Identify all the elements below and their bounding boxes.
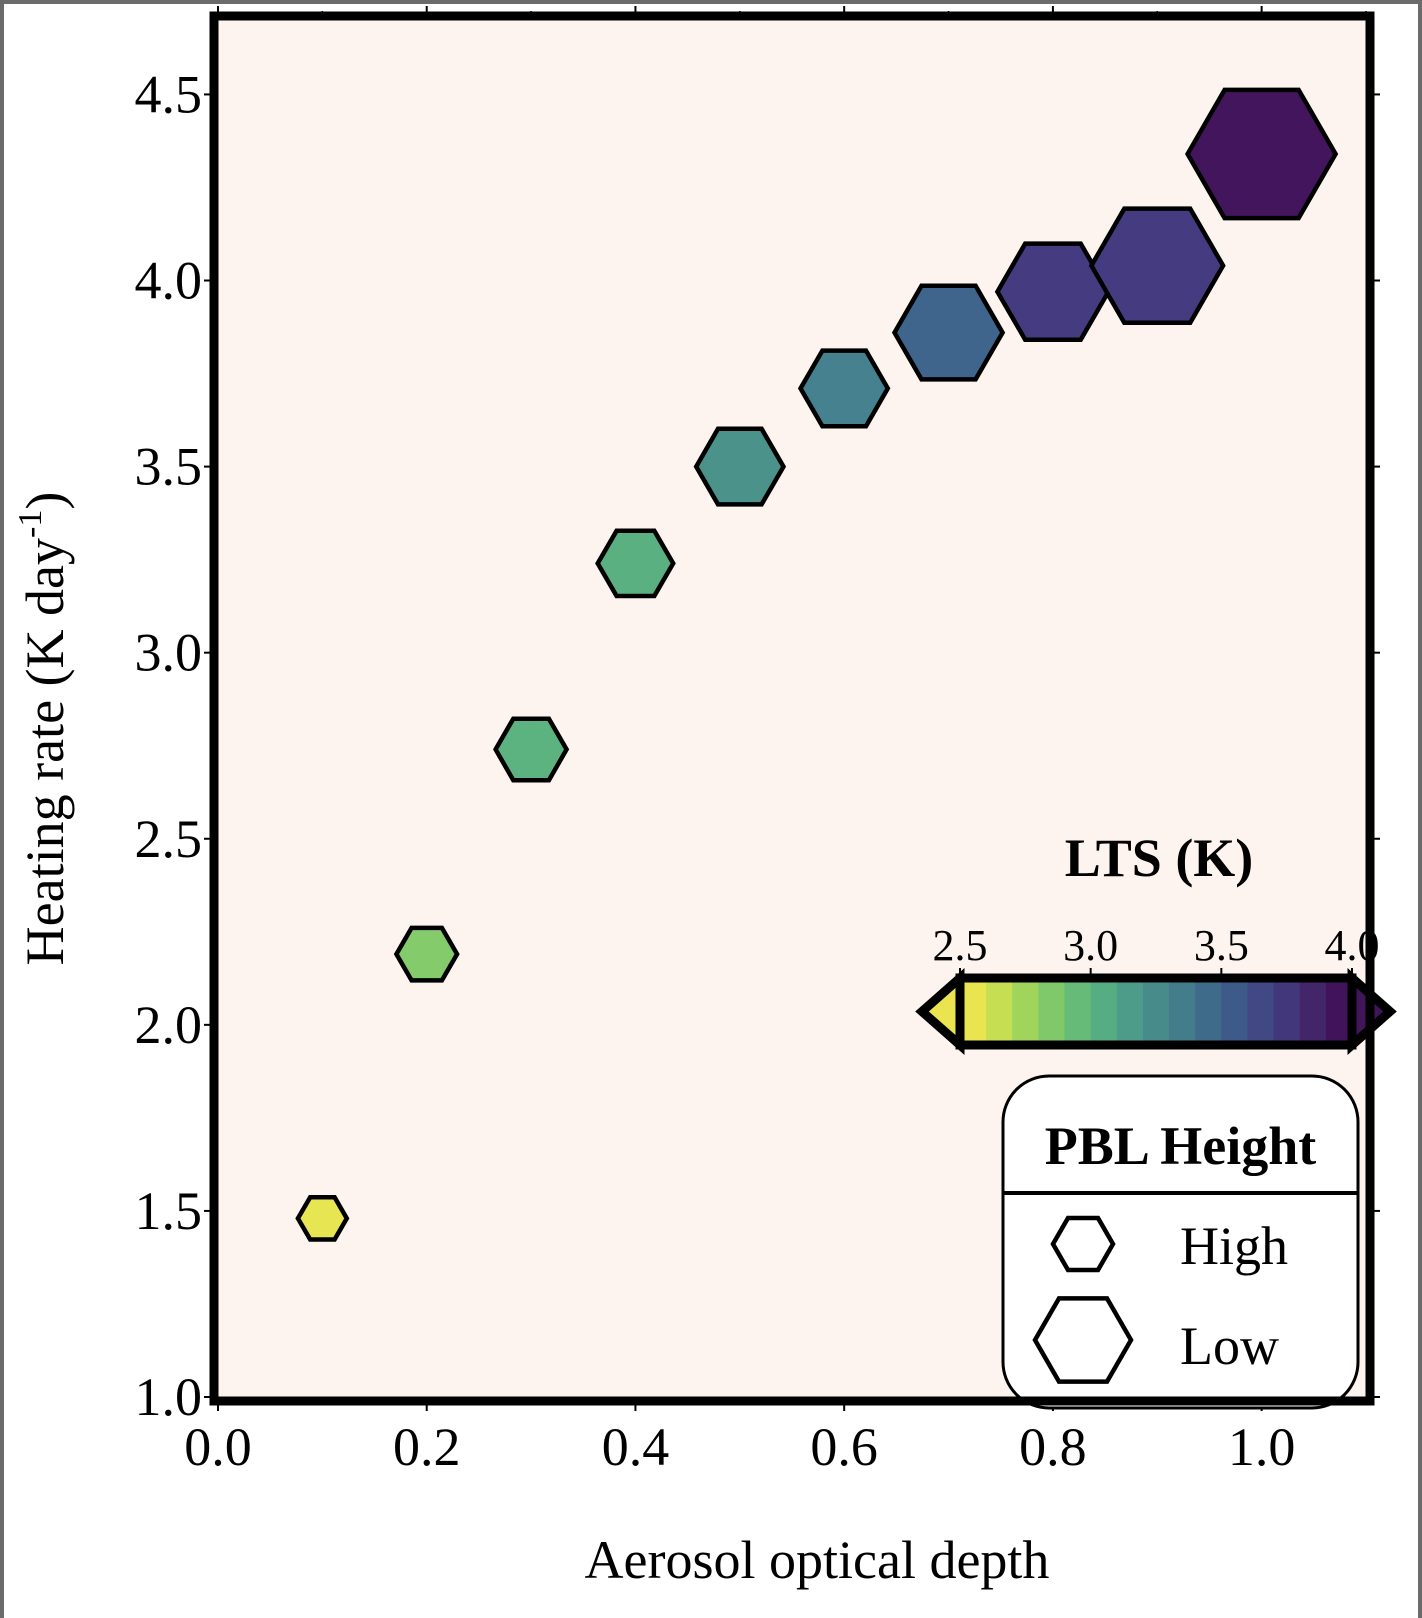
colorbar-swatch-9 — [1195, 978, 1222, 1045]
legend-title: PBL Height — [1045, 1116, 1317, 1176]
window-edge-right — [1418, 0, 1422, 1618]
colorbar-swatch-6 — [1116, 978, 1144, 1045]
window-edge-top — [0, 0, 1422, 4]
y-tick-label: 2.0 — [135, 995, 203, 1055]
x-tick-label: 0.4 — [602, 1417, 670, 1477]
colorbar-tick-label: 2.5 — [933, 921, 988, 970]
data-point-hexagon-8 — [1088, 206, 1226, 325]
y-tick-label: 3.0 — [135, 623, 203, 683]
data-point-hexagon-6 — [891, 283, 1006, 382]
colorbar-swatch-11 — [1247, 978, 1275, 1045]
colorbar-title: LTS (K) — [1065, 828, 1254, 888]
colorbar-swatch-8 — [1169, 978, 1196, 1045]
legend-box — [1001, 1074, 1360, 1410]
legend-label-high: High — [1180, 1216, 1288, 1276]
colorbar-swatch-13 — [1299, 978, 1327, 1045]
colorbar-swatch-2 — [1012, 978, 1039, 1045]
x-tick-label: 0.0 — [184, 1417, 252, 1477]
legend-marker-low-icon — [1032, 1296, 1134, 1384]
x-tick-label: 0.2 — [393, 1417, 461, 1477]
y-tick-label: 1.5 — [135, 1181, 203, 1241]
y-tick-label: 1.0 — [135, 1367, 203, 1427]
colorbar-swatch-10 — [1221, 978, 1249, 1045]
x-axis-title: Aerosol optical depth — [585, 1530, 1050, 1590]
data-point-hexagon-3 — [595, 528, 676, 599]
y-axis-title-main: Heating rate (K day — [15, 538, 75, 965]
data-points — [295, 87, 1339, 1242]
y-axis-title-suffix: ) — [15, 492, 75, 510]
data-point-hexagon-0 — [295, 1194, 350, 1242]
data-point-hexagon-7 — [994, 241, 1111, 342]
colorbar-swatch-1 — [986, 978, 1013, 1045]
colorbar-swatch-12 — [1273, 978, 1301, 1045]
colorbar-tick-label: 3.5 — [1194, 921, 1249, 970]
colorbar: LTS (K) 2.5 3.0 3.5 4.0 — [915, 828, 1397, 1055]
axis-ticks: 0.0 0.2 0.4 0.6 0.8 1.0 1.0 1.5 2.0 2.5 3.0 3.5 4.0 4… — [135, 6, 1380, 1477]
colorbar-tick-label: 3.0 — [1063, 921, 1118, 970]
colorbar-swatch-5 — [1090, 978, 1118, 1045]
colorbar-swatch-3 — [1038, 978, 1066, 1045]
y-tick-label: 3.5 — [135, 437, 203, 497]
data-point-hexagon-2 — [493, 716, 570, 783]
x-tick-label: 1.0 — [1228, 1417, 1296, 1477]
data-point-hexagon-1 — [393, 925, 460, 983]
legend-marker-high-icon — [1050, 1215, 1116, 1273]
y-axis-title-superscript: -1 — [12, 510, 49, 538]
window-edge-left — [0, 0, 4, 1618]
y-tick-label: 4.5 — [135, 64, 203, 124]
colorbar-swatch-7 — [1142, 978, 1170, 1045]
colorbar-frame — [955, 973, 1357, 1050]
x-tick-label: 0.8 — [1019, 1417, 1087, 1477]
data-point-hexagon-5 — [797, 348, 891, 429]
data-point-hexagon-4 — [693, 426, 787, 507]
plot-frame — [209, 11, 1375, 1406]
y-tick-label: 2.5 — [135, 809, 203, 869]
y-tick-label: 4.0 — [135, 251, 203, 311]
y-axis-title: Heating rate (K day-1) — [12, 492, 75, 966]
legend: PBL Height High Low — [1001, 1074, 1360, 1410]
data-point-hexagon-9 — [1185, 87, 1339, 221]
legend-label-low: Low — [1180, 1316, 1279, 1376]
x-tick-label: 0.6 — [810, 1417, 878, 1477]
colorbar-swatch-4 — [1064, 978, 1092, 1045]
